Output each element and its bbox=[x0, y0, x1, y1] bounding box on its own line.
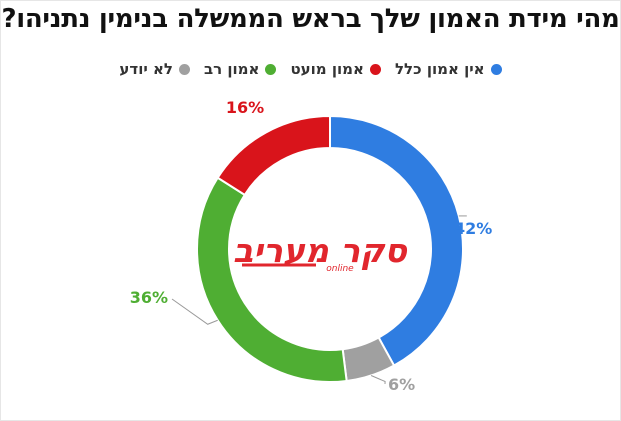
data-label-no-trust: 42% bbox=[454, 219, 492, 238]
leader-line-dont-know bbox=[370, 375, 386, 385]
legend-swatch-much-trust bbox=[265, 63, 277, 75]
slice-no-trust[interactable] bbox=[329, 114, 464, 367]
legend-swatch-dont-know bbox=[178, 63, 190, 75]
legend-swatch-no-trust bbox=[490, 63, 502, 75]
data-label-little-trust: 16% bbox=[226, 98, 264, 117]
data-label-dont-know: 6% bbox=[388, 375, 415, 394]
legend-item-much-trust[interactable]: אמון רב bbox=[203, 60, 277, 78]
legend-swatch-little-trust bbox=[369, 63, 381, 75]
legend-label-dont-know: לא יודע bbox=[119, 60, 173, 78]
legend-item-dont-know[interactable]: לא יודע bbox=[119, 60, 190, 78]
data-label-much-trust: 36% bbox=[130, 288, 168, 307]
slice-little-trust[interactable] bbox=[216, 114, 331, 197]
logo-sub-text: online bbox=[326, 264, 354, 274]
legend-label-no-trust: אין אמון כלל bbox=[394, 60, 485, 78]
chart-title: מהי מידת האמון שלך בראש הממשלה בנימין נת… bbox=[1, 4, 620, 34]
legend-item-little-trust[interactable]: אמון מועט bbox=[290, 60, 381, 78]
legend-item-no-trust[interactable]: אין אמון כלל bbox=[395, 60, 502, 78]
slice-much-trust[interactable] bbox=[196, 176, 348, 383]
legend: אין אמון כלל אמון מועט אמון רב לא יודע bbox=[0, 58, 621, 80]
leader-line-much-trust bbox=[171, 298, 218, 325]
maariv-logo: סקר מעריב online bbox=[233, 231, 408, 274]
legend-label-much-trust: אמון רב bbox=[203, 60, 260, 78]
legend-label-little-trust: אמון מועט bbox=[290, 60, 364, 78]
